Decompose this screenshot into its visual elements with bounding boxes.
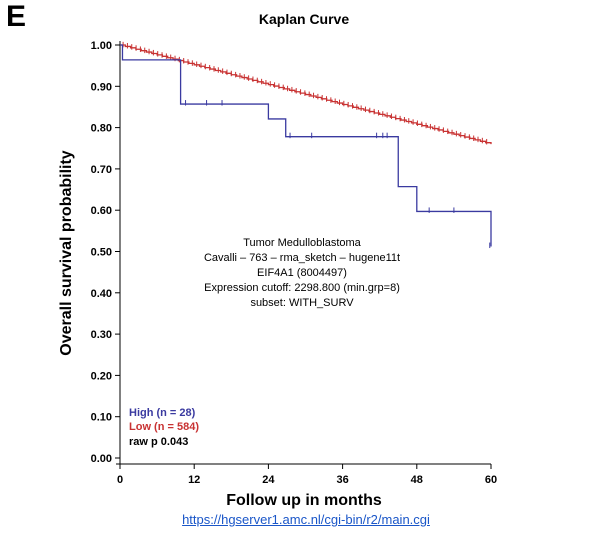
- series-high: [120, 44, 492, 249]
- kaplan-chart: Kaplan Curve Overall survival probabilit…: [58, 11, 498, 509]
- info-text-block: Tumor Medulloblastoma Cavalli – 763 – rma…: [204, 237, 400, 309]
- x-tick-label: 12: [188, 474, 200, 486]
- p-value-label: raw p 0.043: [129, 436, 188, 448]
- y-axis-title: Overall survival probability: [58, 150, 75, 356]
- y-tick-label: 0.00: [91, 453, 112, 465]
- y-tick-label: 0.10: [91, 412, 112, 424]
- y-tick-label: 0.30: [91, 329, 112, 341]
- info-line: Cavalli – 763 – rma_sketch – hugene11t: [204, 252, 400, 264]
- y-tick-label: 0.20: [91, 370, 112, 382]
- axes: 0.00 0.10 0.20 0.30 0.40 0.50 0.60 0.70 0.80 0.90…: [91, 40, 498, 486]
- info-line: subset: WITH_SURV: [250, 297, 354, 309]
- x-tick-label: 0: [117, 474, 123, 486]
- y-tick-label: 0.80: [91, 123, 112, 135]
- x-tick-label: 24: [262, 474, 275, 486]
- series-layer: [120, 41, 492, 249]
- x-tick-label: 48: [411, 474, 423, 486]
- legend-low: Low (n = 584): [129, 421, 199, 433]
- x-tick-label: 60: [485, 474, 497, 486]
- x-tick-label: 36: [336, 474, 348, 486]
- legend-high: High (n = 28): [129, 407, 196, 419]
- legend: High (n = 28) Low (n = 584) raw p 0.043: [129, 407, 199, 448]
- y-tick-label: 0.70: [91, 164, 112, 176]
- y-tick-label: 0.40: [91, 288, 112, 300]
- y-tick-label: 0.90: [91, 81, 112, 93]
- panel-letter: E: [6, 0, 27, 33]
- source-link[interactable]: https://hgserver1.amc.nl/cgi-bin/r2/main…: [182, 512, 430, 527]
- info-line: Tumor Medulloblastoma: [243, 237, 361, 249]
- y-tick-label: 1.00: [91, 40, 112, 52]
- y-tick-label: 0.50: [91, 247, 112, 259]
- survival-line-high: [120, 44, 492, 247]
- chart-title: Kaplan Curve: [259, 11, 349, 27]
- x-axis-title: Follow up in months: [226, 492, 382, 509]
- series-low: [120, 41, 492, 145]
- info-line: Expression cutoff: 2298.800 (min.grp=8): [204, 282, 400, 294]
- info-line: EIF4A1 (8004497): [257, 267, 347, 279]
- y-tick-label: 0.60: [91, 205, 112, 217]
